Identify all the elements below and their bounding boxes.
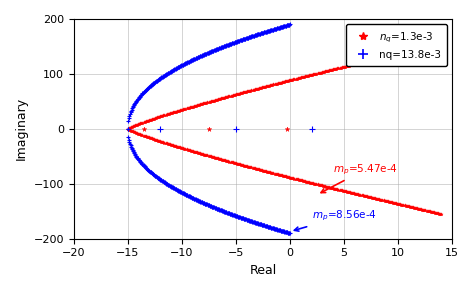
Legend: $n_q$=1.3e-3, nq=13.8e-3: $n_q$=1.3e-3, nq=13.8e-3: [346, 24, 447, 66]
Y-axis label: Imaginary: Imaginary: [15, 97, 28, 160]
X-axis label: Real: Real: [249, 264, 276, 277]
Text: $m_p$=5.47e-4: $m_p$=5.47e-4: [321, 162, 398, 193]
Text: $m_p$=8.56e-4: $m_p$=8.56e-4: [294, 209, 376, 231]
